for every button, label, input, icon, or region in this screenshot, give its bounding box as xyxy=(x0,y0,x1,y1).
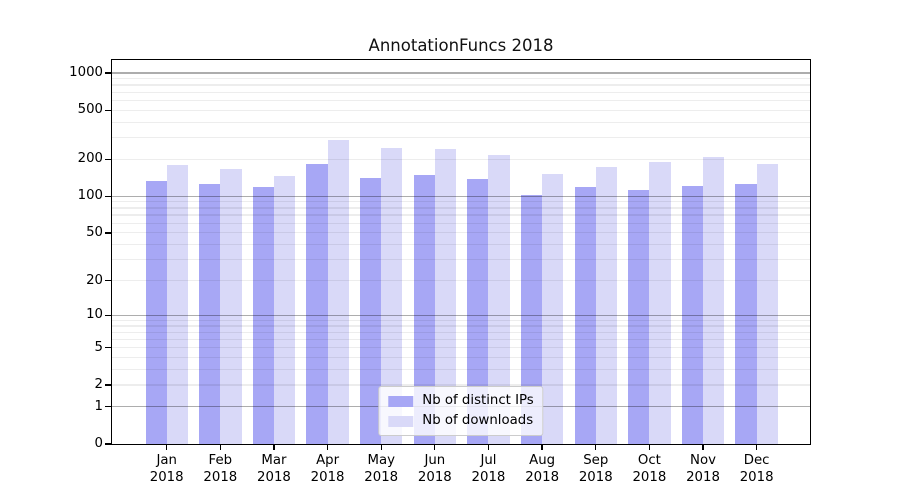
bar-mar-ips xyxy=(252,186,274,444)
chart-title: AnnotationFuncs 2018 xyxy=(368,36,554,55)
legend-swatch-icon xyxy=(388,395,414,407)
y-tick-mark xyxy=(105,72,111,74)
bar-sep-ips xyxy=(574,187,596,444)
y-tick-mark xyxy=(105,406,111,408)
y-tick-mark xyxy=(105,158,111,160)
bar-mar-downloads xyxy=(273,176,296,444)
x-tick-label-dec: Dec 2018 xyxy=(739,453,774,485)
x-tick-label-nov: Nov 2018 xyxy=(686,453,720,485)
y-tick-label: 0 xyxy=(94,436,103,451)
y-tick-label: 100 xyxy=(77,188,103,204)
y-tick-label: 1000 xyxy=(69,64,103,80)
x-tick-label-sep: Sep 2018 xyxy=(578,453,613,485)
x-tick-mark xyxy=(219,445,221,450)
bar-feb-downloads xyxy=(220,169,242,444)
bar-jan-ips xyxy=(145,180,167,444)
y-tick-label: 200 xyxy=(77,151,103,167)
x-tick-label-jun: Jun 2018 xyxy=(417,453,452,485)
legend-label: Nb of distinct IPs xyxy=(422,393,534,408)
x-tick-label-jul: Jul 2018 xyxy=(471,453,506,485)
bar-jun-downloads xyxy=(434,149,457,444)
x-tick-mark xyxy=(755,445,758,450)
x-tick-label-oct: Oct 2018 xyxy=(632,453,667,485)
bar-oct-downloads xyxy=(649,161,671,444)
bars-layer xyxy=(112,60,810,444)
x-tick-mark xyxy=(487,445,490,450)
bar-jan-downloads xyxy=(166,165,188,444)
x-tick-mark xyxy=(648,445,651,450)
x-tick-label-feb: Feb 2018 xyxy=(203,453,238,485)
bar-jul-downloads xyxy=(488,154,510,444)
bar-dec-ips xyxy=(735,184,757,444)
legend: Nb of distinct IPs Nb of downloads xyxy=(378,386,544,436)
plot-area: Nb of distinct IPs Nb of downloads xyxy=(111,59,811,445)
bar-aug-downloads xyxy=(542,174,564,444)
y-tick-label: 5 xyxy=(94,339,103,355)
bar-aug-ips xyxy=(520,195,543,444)
x-tick-mark xyxy=(166,445,168,450)
x-tick-mark xyxy=(595,445,597,450)
y-tick-label: 10 xyxy=(86,307,103,323)
legend-swatch-icon xyxy=(388,415,414,427)
x-tick-mark xyxy=(273,445,275,450)
x-tick-label-mar: Mar 2018 xyxy=(257,453,291,485)
bar-sep-downloads xyxy=(595,167,617,444)
legend-item: Nb of downloads xyxy=(388,414,533,428)
y-tick-label: 20 xyxy=(86,272,103,288)
y-tick-mark xyxy=(105,443,111,445)
bar-jun-ips xyxy=(413,174,435,444)
x-tick-mark xyxy=(541,445,543,450)
x-tick-label-apr: Apr 2018 xyxy=(310,453,345,485)
bar-feb-ips xyxy=(199,184,221,444)
y-tick-label: 2 xyxy=(94,377,103,392)
bar-nov-ips xyxy=(681,185,703,444)
legend-item: Nb of distinct IPs xyxy=(388,393,534,408)
y-tick-mark xyxy=(105,279,111,282)
x-tick-label-jan: Jan 2018 xyxy=(149,453,184,485)
legend-label: Nb of downloads xyxy=(422,413,534,428)
y-tick-mark xyxy=(105,314,111,316)
y-tick-label: 500 xyxy=(77,102,103,118)
y-tick-label: 50 xyxy=(86,224,103,240)
x-tick-label-aug: Aug 2018 xyxy=(525,453,560,485)
bar-jul-ips xyxy=(467,179,489,444)
bar-may-ips xyxy=(360,177,382,444)
x-tick-mark xyxy=(702,445,704,450)
y-tick-mark xyxy=(105,384,111,386)
bar-oct-ips xyxy=(628,190,650,444)
x-tick-mark xyxy=(434,445,436,450)
x-tick-label-may: May 2018 xyxy=(364,453,399,485)
bar-dec-downloads xyxy=(756,164,778,444)
y-tick-mark xyxy=(105,347,111,349)
y-tick-label: 1 xyxy=(94,398,103,414)
bar-may-downloads xyxy=(381,147,403,444)
x-tick-mark xyxy=(380,445,382,450)
bar-nov-downloads xyxy=(703,156,725,444)
y-tick-mark xyxy=(105,232,111,234)
y-tick-mark xyxy=(105,195,111,197)
y-tick-mark xyxy=(105,109,111,111)
bar-apr-ips xyxy=(306,164,328,444)
bar-apr-downloads xyxy=(327,139,349,444)
x-tick-mark xyxy=(326,445,329,450)
